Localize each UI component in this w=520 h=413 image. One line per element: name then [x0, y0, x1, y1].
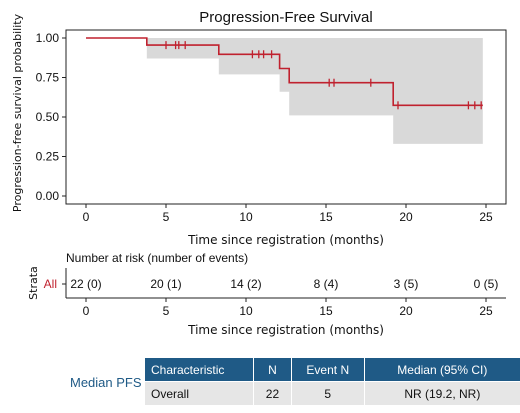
median-pfs-table: Characteristic N Event N Median (95% CI)…	[145, 358, 520, 405]
risk-x-tick-label: 15	[319, 304, 333, 318]
ci-band	[86, 38, 483, 144]
x-tick-label: 15	[319, 210, 333, 224]
y-tick-label: 0.25	[36, 150, 60, 164]
risk-x-tick-label: 20	[399, 304, 413, 318]
chart-title: Progression-Free Survival	[199, 9, 372, 26]
risk-x-tick-label: 10	[239, 304, 253, 318]
header-median-ci: Median (95% CI)	[364, 358, 520, 382]
risk-x-tick-label: 5	[163, 304, 170, 318]
km-plot-area: 0.00 0.25 0.50 0.75 1.00 0 5 10 15 20 25	[36, 29, 507, 224]
y-tick-label: 1.00	[36, 31, 60, 45]
table-header-row: Characteristic N Event N Median (95% CI)	[145, 358, 520, 382]
cell-n: 22	[253, 381, 292, 405]
x-tick-label: 5	[163, 210, 170, 224]
x-tick-label: 0	[83, 210, 90, 224]
header-n: N	[253, 358, 292, 382]
x-tick-label: 10	[239, 210, 253, 224]
survival-curve	[86, 37, 483, 107]
risk-x-tick-label: 25	[479, 304, 493, 318]
y-axis-label: Progression-free survival probability	[11, 13, 24, 212]
y-tick-label: 0.00	[36, 189, 60, 203]
risk-x-tick-label: 0	[83, 304, 90, 318]
x-tick-label: 25	[479, 210, 493, 224]
risk-table-area: 22 (0) 20 (1) 14 (2) 8 (4) 3 (5) 0 (5) 0 5 10 15 2…	[62, 268, 506, 318]
risk-count-label: 20 (1)	[150, 277, 181, 291]
x-tick-label: 20	[399, 210, 413, 224]
cell-median-ci: NR (19.2, NR)	[364, 381, 520, 405]
risk-count-label: 14 (2)	[230, 277, 261, 291]
cell-event-n: 5	[291, 381, 365, 405]
risk-table-title: Number at risk (number of events)	[66, 251, 248, 265]
risk-count-label: 8 (4)	[314, 277, 339, 291]
median-pfs-label: Median PFS	[70, 375, 142, 390]
y-tick-label: 0.50	[36, 110, 60, 124]
table-row: Overall 22 5 NR (19.2, NR)	[145, 381, 520, 405]
risk-x-axis-label: Time since registration (months)	[187, 323, 384, 337]
risk-count-label: 0 (5)	[474, 277, 499, 291]
risk-count-label: 22 (0)	[70, 277, 101, 291]
header-characteristic: Characteristic	[145, 358, 254, 382]
y-tick-label: 0.75	[36, 71, 60, 85]
risk-strata-label: Strata	[27, 266, 40, 300]
risk-strata-name: All	[44, 277, 57, 291]
header-event-n: Event N	[291, 358, 365, 382]
cell-characteristic: Overall	[145, 381, 254, 405]
x-axis-label: Time since registration (months)	[187, 233, 384, 247]
risk-count-label: 3 (5)	[394, 277, 419, 291]
